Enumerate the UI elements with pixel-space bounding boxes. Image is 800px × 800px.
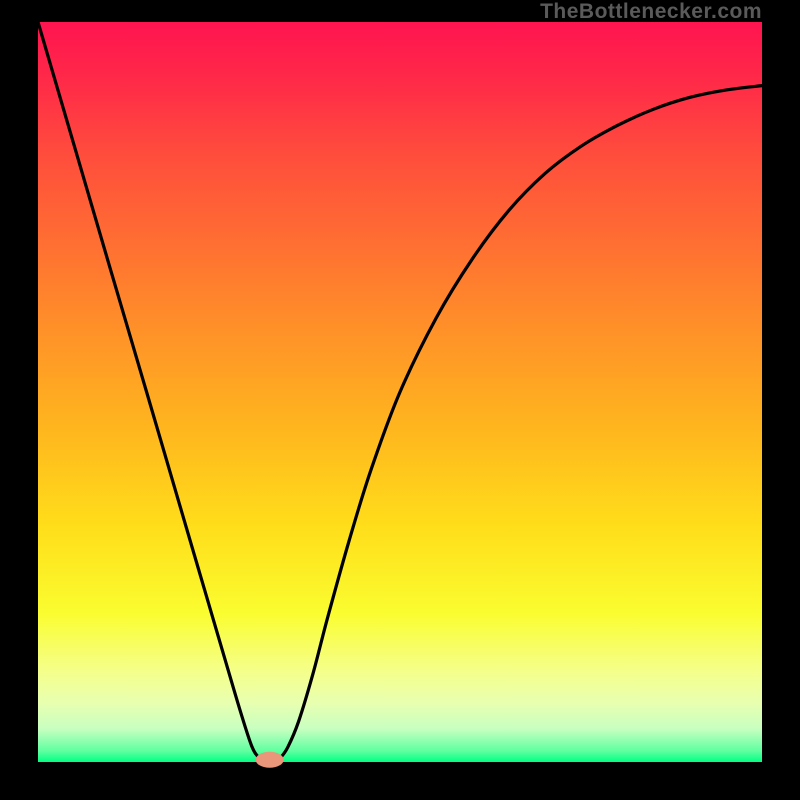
chart-svg bbox=[0, 0, 800, 800]
figure-container: TheBottlenecker.com bbox=[0, 0, 800, 800]
optimal-point-marker bbox=[256, 752, 284, 768]
watermark-text: TheBottlenecker.com bbox=[540, 0, 762, 24]
